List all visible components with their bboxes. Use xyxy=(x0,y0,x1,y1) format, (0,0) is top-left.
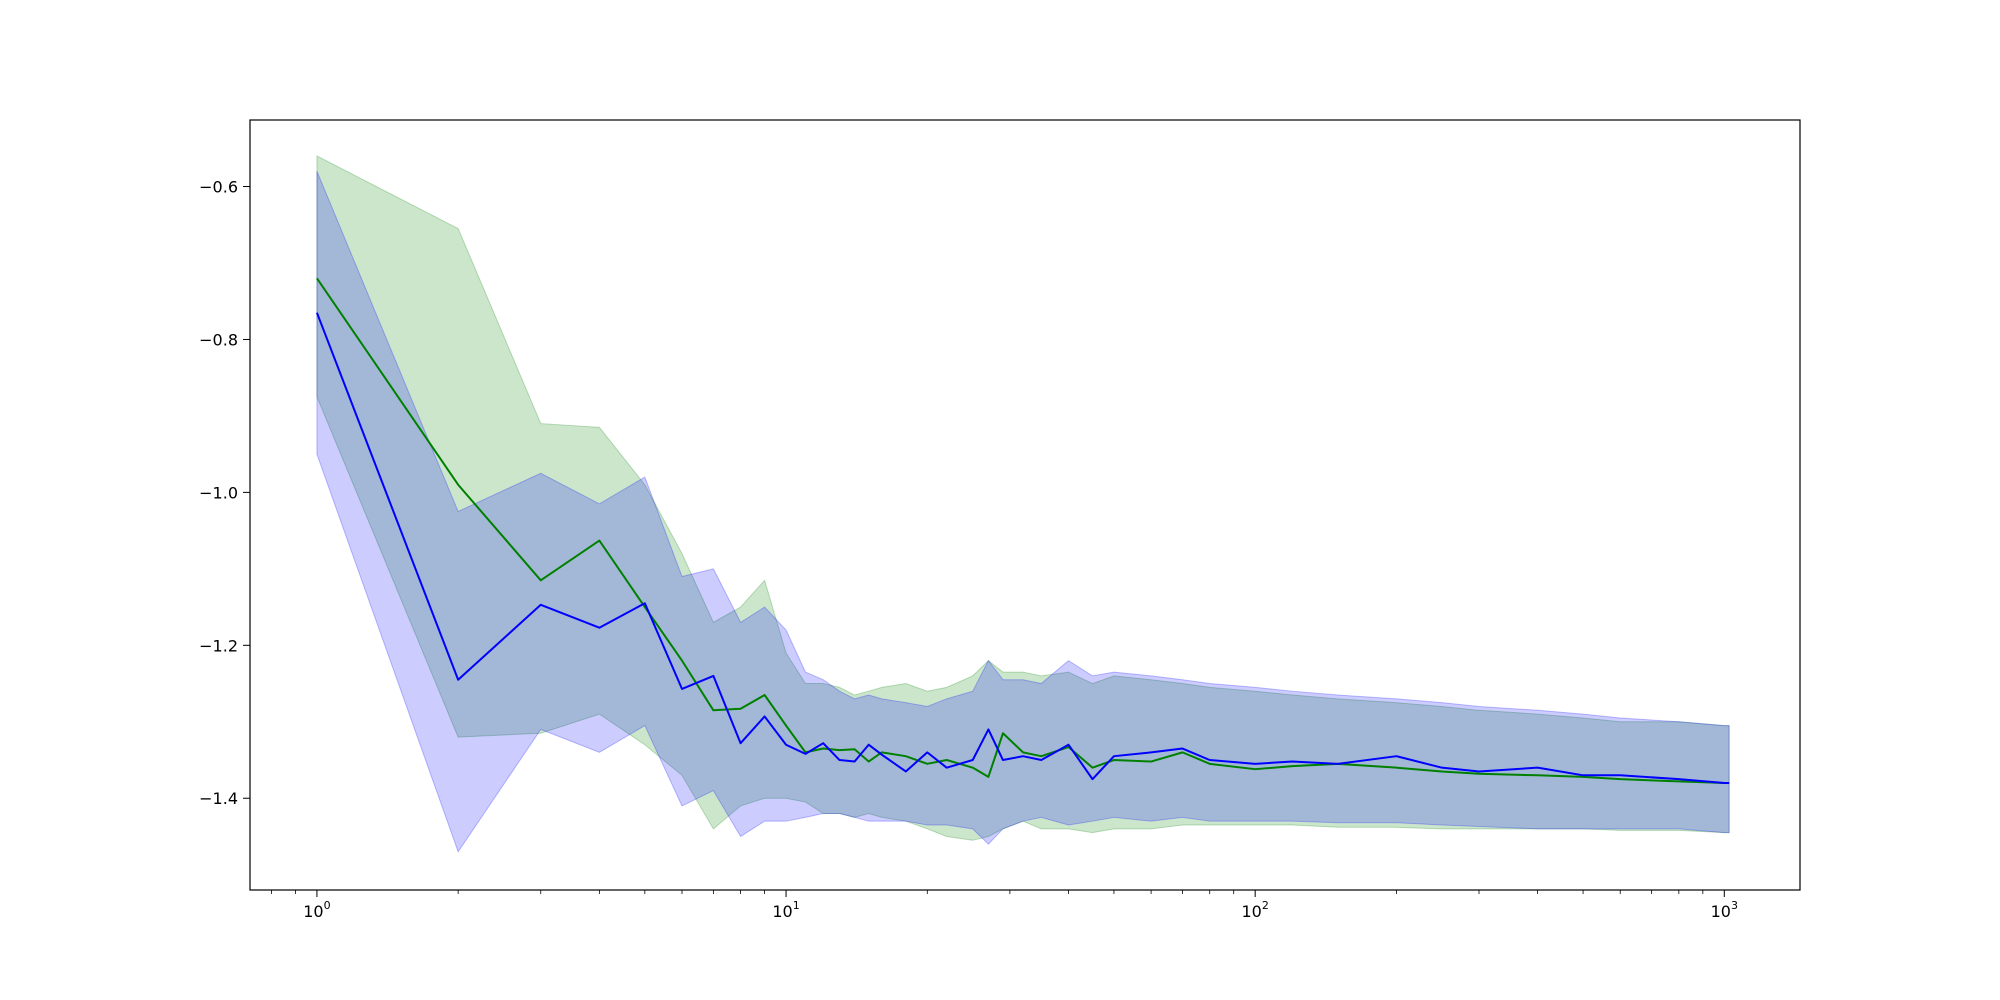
series-2-line xyxy=(315,312,1730,784)
x-axis: 100 101 102 103 xyxy=(271,890,1738,921)
confidence-bands xyxy=(316,155,1730,853)
x-tick-label: 100 xyxy=(303,899,330,921)
series-1-line xyxy=(316,277,1730,784)
y-tick-label: −1.2 xyxy=(199,636,238,655)
y-tick-label: −1.4 xyxy=(199,789,238,808)
y-tick-label: −1.0 xyxy=(199,483,238,502)
series-1-band xyxy=(316,155,1730,841)
y-tick-label: −0.8 xyxy=(199,330,238,349)
y-axis: −1.4 −1.2 −1.0 −0.8 −0.6 xyxy=(199,178,250,808)
x-tick-label: 103 xyxy=(1711,899,1738,921)
y-tick-label: −0.6 xyxy=(199,178,238,197)
series-lines xyxy=(315,277,1730,784)
series-2-band xyxy=(316,171,1730,853)
x-tick-label: 102 xyxy=(1241,899,1268,921)
plot-frame xyxy=(249,119,1801,891)
x-tick-label: 101 xyxy=(772,899,799,921)
